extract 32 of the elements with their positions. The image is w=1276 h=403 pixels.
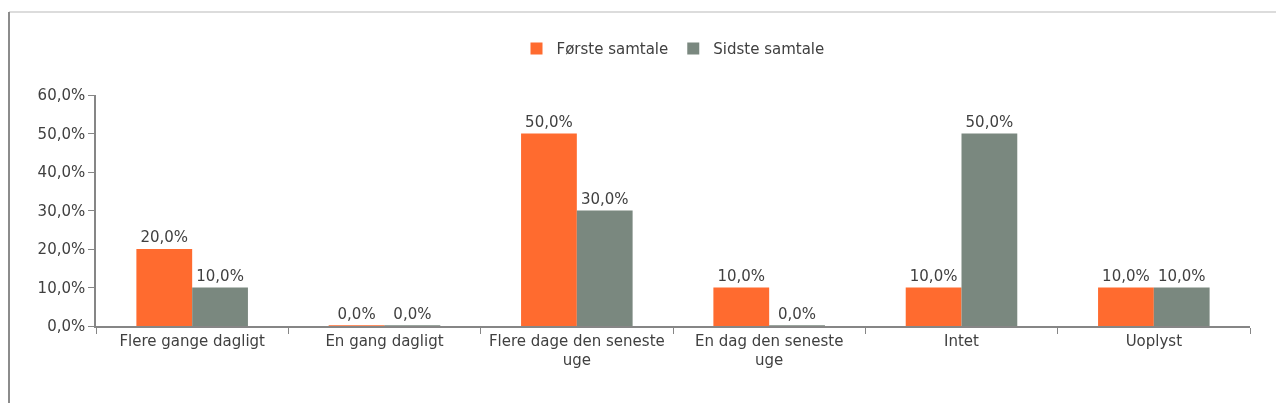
- data-label: 0,0%: [778, 305, 817, 323]
- data-label: 10,0%: [909, 266, 958, 285]
- y-tick-label: 0,0%: [47, 317, 86, 336]
- data-label: 0,0%: [337, 305, 376, 323]
- data-label: 10,0%: [1102, 266, 1150, 285]
- data-label: 50,0%: [525, 112, 573, 131]
- x-tick-label: En gang dagligt: [325, 331, 444, 350]
- x-tick-label: En dag den seneste uge: [694, 331, 844, 370]
- y-tick-label: 30,0%: [37, 201, 86, 220]
- x-tick-label: Flere dage den seneste uge: [488, 331, 665, 370]
- data-label: 10,0%: [196, 266, 244, 285]
- y-tick-label: 10,0%: [37, 278, 86, 297]
- data-label: 50,0%: [965, 112, 1014, 131]
- bar: [1098, 287, 1154, 326]
- bar: [905, 287, 962, 326]
- bar: [521, 133, 577, 326]
- data-label: 30,0%: [580, 189, 629, 208]
- data-label: 10,0%: [717, 266, 766, 285]
- legend-label: Første samtale: [556, 40, 669, 59]
- y-tick-label: 60,0%: [37, 86, 86, 105]
- x-tick-label: Uoplyst: [1125, 331, 1183, 350]
- data-label: 0,0%: [393, 305, 432, 323]
- bar: [713, 287, 770, 326]
- x-tick-label: Intet: [944, 331, 980, 350]
- data-label: 20,0%: [140, 228, 189, 246]
- y-tick-label: 40,0%: [37, 163, 86, 182]
- legend-label: Sidste samtale: [713, 40, 825, 59]
- x-tick-label: Flere gange dagligt: [119, 331, 266, 350]
- bar: [136, 249, 193, 326]
- y-tick-label: 20,0%: [37, 240, 86, 259]
- y-tick-label: 50,0%: [37, 124, 86, 143]
- data-label: 10,0%: [1157, 266, 1206, 285]
